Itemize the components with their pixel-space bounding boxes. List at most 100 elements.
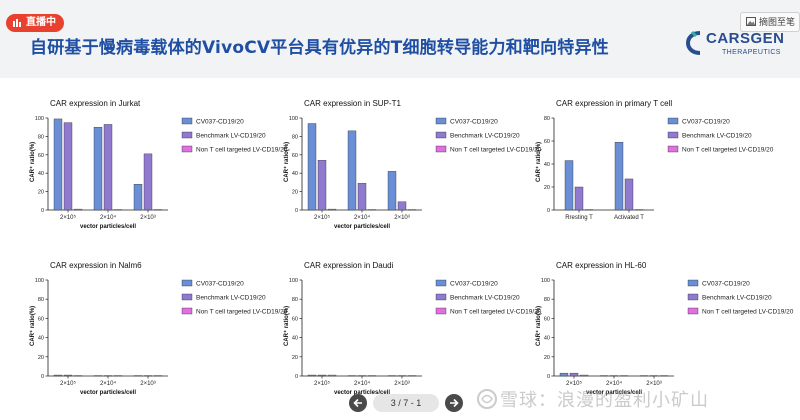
y-tick-label: 40 bbox=[38, 336, 44, 342]
legend-label: Benchmark LV-CD19/20 bbox=[196, 133, 266, 140]
x-axis-label: vector particles/cell bbox=[334, 224, 390, 230]
bar-2 bbox=[103, 124, 113, 211]
legend-label: CV037-CD19/20 bbox=[702, 281, 750, 288]
y-tick-label: 80 bbox=[292, 134, 298, 140]
bar-chart: CAR expression in primary T cell CAR⁺ rat… bbox=[532, 96, 794, 251]
bar-2 bbox=[63, 122, 73, 211]
live-badge-label: 直播中 bbox=[26, 17, 56, 28]
bar-chart: CAR expression in Nalm6 CAR⁺ ratio(%) 0 20 4… bbox=[26, 258, 288, 413]
x-tick-label: 2×10⁵ bbox=[60, 214, 77, 221]
legend-swatch bbox=[181, 145, 193, 153]
x-axis-label: vector particles/cell bbox=[334, 390, 390, 396]
y-tick-label: 60 bbox=[292, 153, 298, 159]
arrow-right-icon bbox=[450, 398, 459, 408]
y-tick-label: 20 bbox=[292, 190, 298, 196]
y-tick-label: 40 bbox=[292, 336, 298, 342]
y-tick-label: 80 bbox=[292, 297, 298, 303]
y-tick-label: 0 bbox=[41, 208, 44, 214]
legend-swatch bbox=[435, 145, 447, 153]
legend-label: Benchmark LV-CD19/20 bbox=[450, 295, 520, 302]
live-badge: 直播中 bbox=[6, 14, 64, 32]
chart-title: CAR expression in Jurkat bbox=[50, 99, 141, 108]
x-axis-label: vector particles/cell bbox=[80, 224, 136, 230]
bar-2 bbox=[317, 374, 327, 377]
x-axis-label: vector particles/cell bbox=[80, 390, 136, 396]
y-tick-label: 40 bbox=[544, 162, 550, 168]
bar-2 bbox=[63, 374, 73, 377]
x-tick-label: 2×10⁵ bbox=[314, 380, 331, 387]
y-tick-label: 60 bbox=[544, 316, 550, 322]
y-axis-label: CAR⁺ ratio(%) bbox=[29, 142, 36, 182]
legend-swatch bbox=[435, 131, 447, 139]
bar-1 bbox=[93, 127, 103, 211]
slide-title: 自研基于慢病毒载体的VivoCV平台具有优异的T细胞转导能力和靶向特异性 bbox=[30, 38, 609, 58]
legend-label: Non T cell targeted LV-CD19/20 bbox=[702, 309, 794, 316]
chart-svg: CAR expression in Daudi CAR⁺ ratio(%) 0 20 4… bbox=[283, 261, 542, 396]
y-tick-label: 80 bbox=[38, 134, 44, 140]
legend-label: Benchmark LV-CD19/20 bbox=[702, 295, 772, 302]
watermark-text: 雪球：浪漫的盈利小矿山 bbox=[500, 390, 709, 411]
y-axis-label: CAR⁺ ratio(%) bbox=[535, 306, 542, 346]
y-axis-label: CAR⁺ ratio(%) bbox=[283, 142, 290, 182]
y-tick-label: 60 bbox=[544, 139, 550, 145]
y-tick-label: 40 bbox=[544, 336, 550, 342]
bar-1 bbox=[564, 160, 574, 211]
bar-1 bbox=[307, 123, 317, 211]
legend-label: CV037-CD19/20 bbox=[196, 119, 244, 126]
chart-title: CAR expression in Nalm6 bbox=[50, 261, 142, 270]
chart-svg: CAR expression in HL-60 CAR⁺ ratio(%) 0 20 4… bbox=[535, 261, 794, 396]
legend-label: CV037-CD19/20 bbox=[450, 119, 498, 126]
bar-2 bbox=[574, 186, 584, 211]
bar-1 bbox=[347, 130, 357, 211]
watermark-logo-icon bbox=[477, 389, 497, 409]
legend-label: CV037-CD19/20 bbox=[682, 119, 730, 126]
live-indicator-icon bbox=[13, 19, 21, 27]
bar-1 bbox=[387, 171, 397, 211]
bar-1 bbox=[53, 374, 63, 377]
y-tick-label: 0 bbox=[547, 208, 550, 214]
y-axis-label: CAR⁺ ratio(%) bbox=[535, 142, 542, 182]
legend-swatch bbox=[687, 307, 699, 315]
page-indicator: 3 / 7 - 1 bbox=[373, 394, 439, 412]
capture-slide-button[interactable]: 摘图至笔 bbox=[740, 12, 800, 32]
y-tick-label: 100 bbox=[289, 278, 298, 284]
legend-swatch bbox=[181, 279, 193, 287]
y-tick-label: 100 bbox=[35, 278, 44, 284]
legend-swatch bbox=[667, 131, 679, 139]
legend-label: CV037-CD19/20 bbox=[196, 281, 244, 288]
logo-wordmark: CARSGEN bbox=[706, 30, 785, 47]
bar-1 bbox=[53, 118, 63, 211]
legend-label: Non T cell targeted LV-CD19/20 bbox=[682, 147, 774, 154]
y-tick-label: 20 bbox=[38, 355, 44, 361]
next-slide-button[interactable] bbox=[445, 394, 463, 412]
legend-label: Non T cell targeted LV-CD19/20 bbox=[196, 309, 288, 316]
legend-label: CV037-CD19/20 bbox=[450, 281, 498, 288]
legend-swatch bbox=[181, 307, 193, 315]
arrow-left-icon bbox=[353, 398, 362, 408]
legend-swatch bbox=[667, 145, 679, 153]
x-tick-label: Rresting T bbox=[565, 215, 593, 221]
y-tick-label: 40 bbox=[38, 171, 44, 177]
bar-2 bbox=[143, 153, 153, 211]
bar-1 bbox=[614, 141, 624, 211]
legend-swatch bbox=[687, 279, 699, 287]
bar-chart: CAR expression in Daudi CAR⁺ ratio(%) 0 20 4… bbox=[280, 258, 542, 413]
y-tick-label: 0 bbox=[295, 374, 298, 380]
x-axis-label: vector particles/cell bbox=[586, 390, 642, 396]
bar-1 bbox=[133, 184, 143, 211]
y-tick-label: 80 bbox=[544, 116, 550, 122]
chart-title: CAR expression in SUP-T1 bbox=[304, 99, 401, 108]
previous-slide-button[interactable] bbox=[349, 394, 367, 412]
legend-swatch bbox=[435, 279, 447, 287]
legend-label: Benchmark LV-CD19/20 bbox=[682, 133, 752, 140]
slide-pager: 3 / 7 - 1 bbox=[349, 392, 463, 414]
y-tick-label: 40 bbox=[292, 171, 298, 177]
legend-swatch bbox=[181, 117, 193, 125]
x-tick-label: 2×10⁴ bbox=[100, 380, 117, 387]
y-tick-label: 0 bbox=[547, 374, 550, 380]
legend-swatch bbox=[435, 293, 447, 301]
legend-swatch bbox=[435, 307, 447, 315]
y-tick-label: 100 bbox=[541, 278, 550, 284]
bar-chart: CAR expression in Jurkat CAR⁺ ratio(%) 0 20… bbox=[26, 96, 288, 251]
